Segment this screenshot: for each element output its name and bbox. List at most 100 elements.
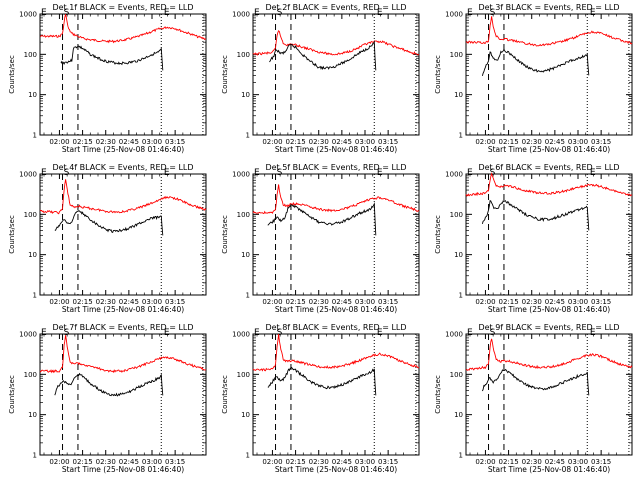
x-tick-label: 02:45 (119, 138, 139, 146)
y-axis-label: Counts/sec (434, 215, 442, 254)
y-axis-label: Counts/sec (8, 215, 16, 254)
y-tick-label: 1000 (232, 331, 250, 339)
x-tick-label: 02:00 (475, 458, 495, 466)
y-tick-label: 1 (459, 132, 463, 140)
y-axis-label: Counts/sec (221, 215, 229, 254)
x-tick-label: 03:15 (591, 298, 611, 306)
marker-e: E (164, 328, 170, 338)
x-tick-label: 02:30 (522, 138, 542, 146)
y-tick-label: 100 (237, 211, 250, 219)
x-tick-label: 02:30 (309, 298, 329, 306)
y-tick-label: 10 (454, 411, 463, 419)
x-tick-label: 03:00 (568, 458, 588, 466)
x-tick-label: 03:15 (378, 138, 398, 146)
x-tick-label: 02:45 (545, 298, 565, 306)
marker-e: E (41, 328, 47, 338)
detector-panel-4: Det 4f BLACK = Events, RED = LLD 1 10 100 10… (8, 163, 207, 314)
detector-panel-6: Det 6f BLACK = Events, RED = LLD 1 10 100 10… (434, 163, 633, 314)
x-tick-label: 02:45 (332, 458, 352, 466)
lld-series-line (39, 14, 206, 44)
x-tick-label: 02:15 (285, 138, 305, 146)
plot-frame (252, 13, 420, 136)
marker-e: E (590, 8, 596, 18)
x-tick-label: 03:15 (378, 458, 398, 466)
y-tick-label: 1000 (19, 11, 37, 19)
x-axis-label: Start Time (25-Nov-08 01:46:40) (62, 465, 184, 474)
x-axis-label: Start Time (25-Nov-08 01:46:40) (275, 305, 397, 314)
detector-panel-2: Det 2f BLACK = Events, RED = LLD 1 10 100 10… (221, 3, 420, 154)
detector-panel-9: Det 9f BLACK = Events, RED = LLD 1 10 100 10… (434, 323, 633, 474)
marker-s: S (277, 168, 283, 178)
y-axis-label: Counts/sec (434, 375, 442, 414)
x-tick-label: 02:30 (96, 298, 116, 306)
x-tick-label: 03:15 (591, 458, 611, 466)
y-tick-label: 10 (241, 91, 250, 99)
x-axis-label: Start Time (25-Nov-08 01:46:40) (488, 145, 610, 154)
lld-series-line (465, 172, 633, 197)
x-axis-label: Start Time (25-Nov-08 01:46:40) (275, 465, 397, 474)
x-tick-label: 02:45 (119, 458, 139, 466)
x-tick-label: 02:30 (309, 458, 329, 466)
x-tick-label: 02:15 (498, 298, 518, 306)
lld-series-line (465, 338, 633, 371)
y-tick-label: 1 (33, 292, 37, 300)
y-axis-label: Counts/sec (434, 55, 442, 94)
marker-e: E (377, 168, 383, 178)
x-tick-label: 02:00 (49, 138, 69, 146)
x-tick-label: 03:00 (142, 458, 162, 466)
panel-title: Det 6f BLACK = Events, RED = LLD (478, 163, 619, 172)
y-tick-label: 1000 (445, 171, 463, 179)
x-tick-label: 02:15 (498, 458, 518, 466)
y-tick-label: 100 (24, 371, 37, 379)
x-axis-label: Start Time (25-Nov-08 01:46:40) (275, 145, 397, 154)
marker-e: E (467, 328, 473, 338)
x-tick-label: 03:00 (142, 138, 162, 146)
marker-e: E (467, 8, 473, 18)
x-tick-label: 02:00 (475, 298, 495, 306)
marker-s: S (277, 328, 283, 338)
y-tick-label: 1 (246, 452, 250, 460)
x-tick-label: 02:45 (332, 138, 352, 146)
x-tick-label: 02:15 (72, 458, 92, 466)
marker-s: S (64, 8, 70, 18)
events-series-line (481, 48, 590, 77)
marker-s: S (490, 8, 496, 18)
y-tick-label: 1 (459, 452, 463, 460)
x-tick-label: 02:00 (475, 138, 495, 146)
events-series-line (269, 40, 377, 71)
events-series-line (481, 200, 590, 231)
detector-panel-3: Det 3f BLACK = Events, RED = LLD 1 10 100 10… (434, 3, 633, 154)
plot-frame (252, 173, 420, 296)
detector-panel-5: Det 5f BLACK = Events, RED = LLD 1 10 100 10… (221, 163, 420, 314)
detector-panel-8: Det 8f BLACK = Events, RED = LLD 1 10 100 10… (221, 323, 420, 474)
panel-title: Det 8f BLACK = Events, RED = LLD (265, 323, 406, 332)
x-tick-label: 03:00 (568, 298, 588, 306)
x-tick-label: 03:00 (355, 138, 375, 146)
y-tick-label: 10 (241, 411, 250, 419)
plot-frame (465, 173, 633, 296)
plot-frame (39, 333, 207, 456)
plot-frame (252, 333, 420, 456)
x-tick-label: 03:15 (165, 298, 185, 306)
x-tick-label: 03:00 (355, 298, 375, 306)
events-series-line (60, 45, 164, 71)
y-tick-label: 1 (246, 132, 250, 140)
y-axis-label: Counts/sec (221, 375, 229, 414)
x-tick-label: 02:30 (309, 138, 329, 146)
y-tick-label: 1 (246, 292, 250, 300)
x-tick-label: 02:30 (522, 458, 542, 466)
plot-frame (465, 333, 633, 456)
marker-e: E (164, 8, 170, 18)
lld-series-line (465, 16, 633, 47)
marker-e: E (377, 8, 383, 18)
x-tick-label: 02:15 (285, 298, 305, 306)
marker-e: E (41, 168, 47, 178)
events-series-line (54, 372, 164, 397)
y-tick-label: 10 (454, 91, 463, 99)
y-tick-label: 1000 (232, 11, 250, 19)
detector-panel-1: Det 1f BLACK = Events, RED = LLD 1 10 100 10… (8, 3, 207, 154)
y-tick-label: 100 (237, 51, 250, 59)
x-tick-label: 03:00 (568, 138, 588, 146)
marker-s: S (490, 168, 496, 178)
x-tick-label: 02:45 (545, 138, 565, 146)
